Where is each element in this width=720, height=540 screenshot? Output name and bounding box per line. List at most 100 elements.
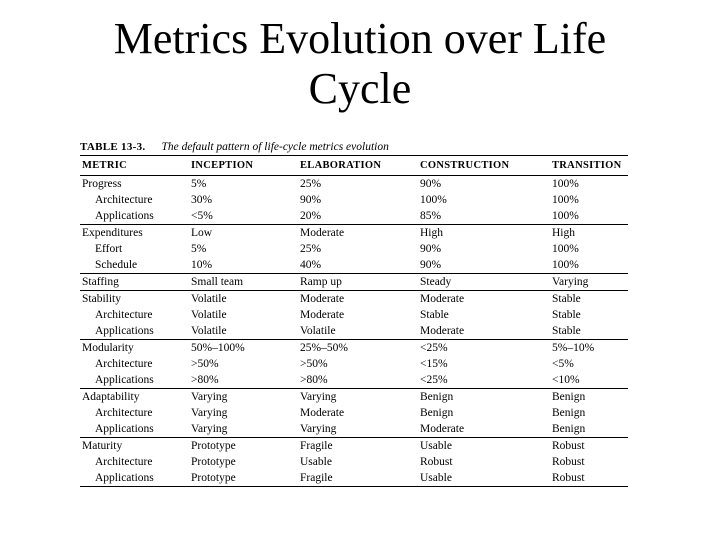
cell-elaboration: 25%–50% [298, 339, 418, 356]
cell-transition: Benign [552, 422, 586, 435]
cell-inception: Volatile [191, 308, 227, 321]
cell-metric: Applications [95, 209, 154, 222]
cell-construction: 100% [420, 193, 447, 206]
metrics-table-figure: TABLE 13-3. The default pattern of life-c… [80, 140, 628, 487]
table-row: Applications >80% >80% <25% <10% [80, 372, 628, 389]
cell-construction: Usable [418, 437, 550, 454]
cell-metric: Architecture [95, 308, 153, 321]
cell-metric: Staffing [80, 273, 189, 291]
cell-elaboration: >80% [300, 373, 328, 386]
table-row: Applications <5% 20% 85% 100% [80, 208, 628, 225]
table-row: Schedule 10% 40% 90% 100% [80, 257, 628, 274]
cell-construction: Moderate [420, 422, 465, 435]
table-row: Architecture >50% >50% <15% <5% [80, 356, 628, 372]
cell-construction: Benign [418, 388, 550, 405]
cell-inception: 50%–100% [189, 339, 298, 356]
cell-elaboration: Moderate [300, 308, 345, 321]
cell-construction: Usable [418, 470, 550, 487]
cell-inception: Varying [191, 406, 228, 419]
cell-construction: High [418, 224, 550, 241]
table-row: Architecture 30% 90% 100% 100% [80, 192, 628, 208]
cell-metric: Effort [95, 242, 123, 255]
table-row: Applications Volatile Volatile Moderate Stab… [80, 323, 628, 340]
metrics-table: METRIC INCEPTION ELABORATION CONSTRUCTIO… [80, 155, 628, 487]
cell-metric: Architecture [95, 406, 153, 419]
cell-metric: Architecture [95, 193, 153, 206]
cell-transition: High [550, 224, 628, 241]
cell-transition: Stable [552, 324, 581, 337]
table-row: Architecture Prototype Usable Robust Robust [80, 454, 628, 470]
cell-transition: 100% [552, 209, 579, 222]
cell-inception: 10% [191, 258, 213, 271]
header-inception: INCEPTION [189, 155, 298, 176]
table-row: Expenditures Low Moderate High High [80, 224, 628, 241]
cell-construction: 90% [420, 258, 442, 271]
cell-elaboration: 40% [300, 258, 322, 271]
cell-transition: 100% [552, 193, 579, 206]
cell-metric: Adaptability [80, 388, 189, 405]
slide-title-line-1: Metrics Evolution over Life [113, 14, 607, 63]
table-row: Architecture Varying Moderate Benign Benign [80, 405, 628, 421]
header-row: METRIC INCEPTION ELABORATION CONSTRUCTIO… [80, 155, 628, 176]
cell-construction: Robust [420, 455, 453, 468]
cell-transition: Benign [550, 388, 628, 405]
cell-elaboration: 25% [300, 242, 322, 255]
header-construction: CONSTRUCTION [418, 155, 550, 176]
table-header: METRIC INCEPTION ELABORATION CONSTRUCTIO… [80, 155, 628, 176]
cell-metric: Modularity [80, 339, 189, 356]
cell-transition: 100% [552, 258, 579, 271]
table-row: Maturity Prototype Fragile Usable Robust [80, 437, 628, 454]
table-row: Stability Volatile Moderate Moderate Stable [80, 290, 628, 307]
header-transition: TRANSITION [550, 155, 628, 176]
cell-inception: 5% [191, 242, 207, 255]
table-number: TABLE 13-3. [80, 141, 146, 153]
table-row: Progress 5% 25% 90% 100% [80, 176, 628, 193]
cell-transition: Robust [550, 470, 628, 487]
cell-inception: >80% [191, 373, 219, 386]
cell-transition: Varying [550, 273, 628, 291]
cell-inception: Volatile [189, 290, 298, 307]
cell-transition: Robust [552, 455, 585, 468]
table-row: Effort 5% 25% 90% 100% [80, 241, 628, 257]
cell-inception: 30% [191, 193, 213, 206]
cell-metric: Stability [80, 290, 189, 307]
cell-metric: Expenditures [80, 224, 189, 241]
cell-metric: Applications [80, 470, 189, 487]
cell-inception: Prototype [189, 437, 298, 454]
cell-transition: Benign [552, 406, 586, 419]
cell-construction: Stable [420, 308, 449, 321]
header-elaboration: ELABORATION [298, 155, 418, 176]
cell-construction: 85% [420, 209, 442, 222]
cell-transition: 100% [552, 242, 579, 255]
cell-metric: Architecture [95, 357, 153, 370]
cell-transition: <5% [552, 357, 574, 370]
cell-elaboration: 25% [300, 177, 322, 190]
cell-construction: Moderate [418, 290, 550, 307]
cell-elaboration: 90% [300, 193, 322, 206]
table-row: Applications Varying Varying Moderate Benign [80, 421, 628, 438]
cell-inception: 5% [191, 177, 207, 190]
cell-transition: 5%–10% [550, 339, 628, 356]
table-caption-text: The default pattern of life-cycle metric… [161, 141, 389, 153]
cell-inception: Small team [189, 273, 298, 291]
cell-construction: Moderate [420, 324, 465, 337]
cell-metric: Applications [95, 373, 154, 386]
cell-metric: Maturity [80, 437, 189, 454]
cell-elaboration: Fragile [298, 437, 418, 454]
slide-title-line-2: Cycle [308, 64, 412, 113]
cell-construction: <25% [420, 373, 448, 386]
table-body: Progress 5% 25% 90% 100% Architecture 30% 90% 10… [80, 176, 628, 487]
cell-inception: Varying [191, 422, 228, 435]
cell-elaboration: Moderate [298, 224, 418, 241]
cell-inception: Low [189, 224, 298, 241]
table-row: Modularity 50%–100% 25%–50% <25% 5%–10% [80, 339, 628, 356]
slide-title: Metrics Evolution over Life Cycle [0, 14, 720, 114]
cell-elaboration: 20% [300, 209, 322, 222]
cell-metric: Applications [95, 422, 154, 435]
cell-elaboration: Varying [300, 422, 337, 435]
cell-inception: >50% [191, 357, 219, 370]
cell-transition: Robust [550, 437, 628, 454]
cell-transition: <10% [552, 373, 580, 386]
cell-metric: Architecture [95, 455, 153, 468]
cell-inception: Varying [189, 388, 298, 405]
